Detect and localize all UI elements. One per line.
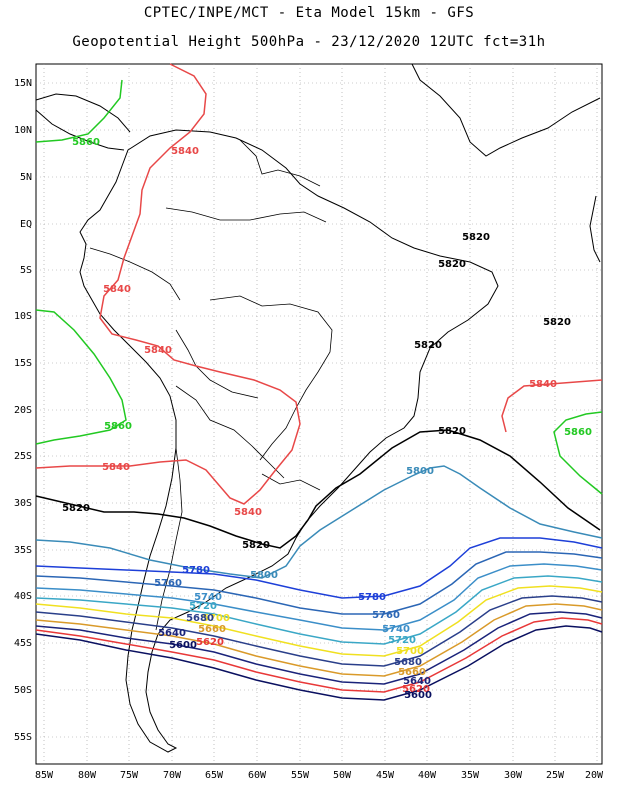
lat-label: 15S [14,358,32,369]
lon-label: 80W [78,770,97,781]
contour-label-5620: 5620 [402,684,430,695]
contour-label-5820: 5820 [438,259,466,270]
contour-label-5700: 5700 [396,646,424,657]
lon-label: 65W [205,770,224,781]
contour-label-5680: 5680 [186,613,214,624]
contour-line-5620 [35,617,603,693]
lat-label: 5N [20,172,32,183]
lat-label: 20S [14,405,32,416]
lat-label: 45S [14,638,32,649]
country-borders [89,139,333,631]
contour-label-5860: 5860 [564,427,592,438]
contour-label-5740: 5740 [382,624,410,635]
contour-label-5840: 5840 [103,284,131,295]
contour-label-5840: 5840 [102,462,130,473]
contour-label-5840: 5840 [234,507,262,518]
lon-label: 55W [291,770,310,781]
contour-label-5820: 5820 [543,317,571,328]
contour-line-5860-southwest [35,309,127,445]
lon-label: 45W [376,770,395,781]
contour-label-5840: 5840 [171,146,199,157]
lat-label: 5S [20,265,32,276]
longitude-labels: 85W 80W 75W 70W 65W 60W 55W 50W 45W 40W … [35,770,604,781]
contour-label-5660: 5660 [198,624,226,635]
africa-coastline [411,63,601,263]
contour-lines [35,63,603,701]
lon-label: 20W [585,770,604,781]
lat-label: 10S [14,311,32,322]
lon-label: 30W [504,770,523,781]
contour-line-5680 [35,595,603,667]
lat-label: 50S [14,685,32,696]
contour-label-5760: 5760 [372,610,400,621]
contour-label-5680: 5680 [394,657,422,668]
contour-label-5820: 5820 [462,232,490,243]
contour-label-5660: 5660 [398,667,426,678]
contour-line-5740 [35,563,603,631]
coastlines [35,63,601,753]
contour-line-5860-east [553,411,603,495]
lon-label: 85W [35,770,54,781]
contour-line-5800 [35,465,603,579]
contour-label-5800: 5800 [250,570,278,581]
contour-line-5840 [35,63,301,505]
contour-line-5720 [35,575,603,645]
lat-label: 25S [14,451,32,462]
graticule [36,64,602,764]
contour-line-5760 [35,551,603,615]
contour-label-5640: 5640 [158,628,186,639]
contour-label-5700: 5700 [202,613,230,624]
map-title: CPTEC/INPE/MCT - Eta Model 15km - GFS [143,5,475,21]
contour-label-5780: 5780 [182,565,210,576]
contour-label-5820: 5820 [242,540,270,551]
lat-label: 35S [14,545,32,556]
lat-label: 40S [14,591,32,602]
lon-label: 60W [248,770,267,781]
contour-label-5640: 5640 [403,676,431,687]
lat-label: 55S [14,732,32,743]
contour-label-5840: 5840 [529,379,557,390]
contour-line-5820 [35,429,601,549]
contour-line-5700 [35,585,603,657]
lat-label: 10N [14,125,32,136]
contour-label-5620: 5620 [196,637,224,648]
south-america-coastline [79,129,499,753]
lat-label: 15N [14,78,32,89]
contour-label-5860: 5860 [72,137,100,148]
contour-label-5600: 5600 [169,640,197,651]
contour-line-5840-east [501,379,603,433]
lon-label: 25W [546,770,565,781]
contour-label-5720: 5720 [388,635,416,646]
contour-line-5780 [35,537,603,599]
lat-label: EQ [20,219,32,230]
lon-label: 75W [120,770,139,781]
contour-label-5820: 5820 [62,503,90,514]
contour-label-5800: 5800 [406,466,434,477]
contour-label-5840: 5840 [144,345,172,356]
contour-label-5860: 5860 [104,421,132,432]
contour-line-5640 [35,611,603,685]
contour-line-5860-west [35,79,123,143]
contour-label-5720: 5720 [189,601,217,612]
lon-label: 40W [418,770,437,781]
contour-label-5600: 5600 [404,690,432,701]
contour-line-5600 [35,625,603,701]
central-america-coastline [35,93,131,151]
map-subtitle: Geopotential Height 500hPa - 23/12/2020 … [72,34,546,50]
contour-label-5740: 5740 [194,592,222,603]
lon-label: 70W [163,770,182,781]
latitude-labels: 15N 10N 5N EQ 5S 10S 15S 20S 25S 30S 35S… [14,78,32,743]
lat-label: 30S [14,498,32,509]
contour-label-5760: 5760 [154,578,182,589]
contour-line-5660 [35,603,603,677]
contour-label-5820: 5820 [414,340,442,351]
contour-label-5820: 5820 [438,426,466,437]
map-frame [35,63,603,765]
contour-labels: 5860 5840 5840 5840 5860 5840 5840 5820 … [62,137,592,701]
lon-label: 35W [461,770,480,781]
contour-label-5780: 5780 [358,592,386,603]
lon-label: 50W [333,770,352,781]
